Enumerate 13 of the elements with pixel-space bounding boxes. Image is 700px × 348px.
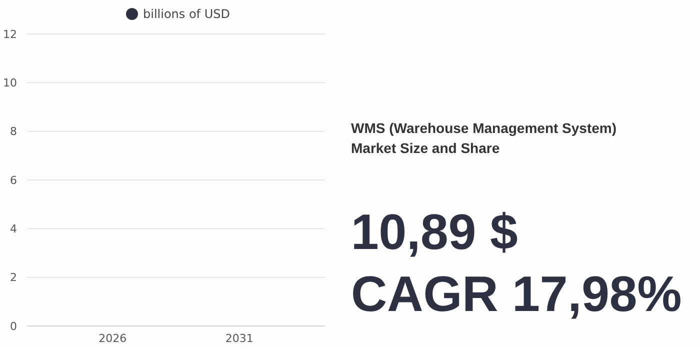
x-tick-label: 2026 [98, 332, 127, 345]
text: 10,89 $ [351, 204, 518, 260]
legend-label: billions of USD [143, 7, 230, 22]
x-tick-label: 2031 [225, 332, 254, 345]
y-tick-label: 0 [10, 320, 17, 333]
y-tick-label: 4 [10, 222, 17, 236]
y-tick-label: 6 [10, 174, 17, 187]
y-tick-label: 12 [3, 28, 17, 41]
y-tick-label: 2 [10, 271, 17, 284]
y-tick-label: 10 [3, 76, 17, 90]
y-tick-label: 8 [10, 125, 17, 138]
text: WMS (Warehouse Management System) Market Size and Share [351, 120, 617, 156]
text: CAGR 17,98% [351, 266, 682, 322]
